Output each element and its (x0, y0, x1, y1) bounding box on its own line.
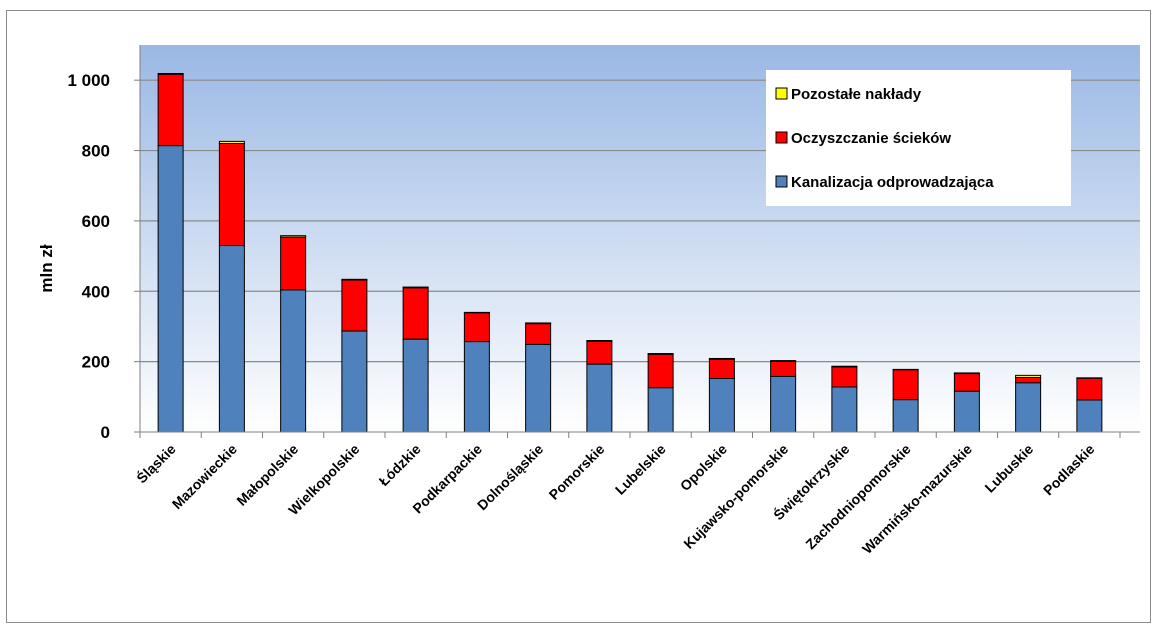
bar-segment (402, 287, 429, 340)
bar-segment (647, 353, 674, 389)
x-tick-label: Małopolskie (233, 441, 301, 509)
bar-segment (525, 343, 552, 433)
bar-segment (586, 340, 613, 365)
bar-segment (770, 375, 797, 433)
bar-segment (218, 140, 245, 145)
bar-segment (157, 72, 184, 75)
x-tick-label: Pomorskie (546, 441, 608, 503)
legend-label: Oczyszczanie ścieków (791, 130, 951, 147)
bar-segment (157, 145, 184, 433)
x-tick-label: Kujawsko-pomorskie (680, 441, 791, 552)
bar-segment (280, 236, 307, 291)
bar-segment (1076, 377, 1103, 401)
bar-segment (1015, 374, 1042, 378)
legend-swatch (775, 131, 788, 144)
bar-segment (647, 353, 674, 355)
bar-segment (708, 358, 735, 380)
bar-segment (525, 322, 552, 325)
bar-segment (463, 312, 490, 343)
bar-segment (463, 341, 490, 433)
bar-segment (280, 235, 307, 238)
bar-segment (341, 279, 368, 332)
x-tick-label: Łódzkie (376, 441, 424, 489)
bar-segment (586, 363, 613, 433)
bar-segment (586, 340, 613, 342)
bar-segment (525, 323, 552, 345)
bar-segment (831, 365, 858, 368)
bar-segment (770, 360, 797, 362)
bar-segment (770, 360, 797, 377)
y-tick-label: 200 (82, 353, 110, 372)
legend-swatch (775, 175, 788, 188)
x-tick-labels: ŚląskieMazowieckieMałopolskieWielkopolsk… (133, 440, 1098, 557)
bar-segment (1015, 382, 1042, 433)
bar-segment (157, 73, 184, 147)
axes (134, 45, 1140, 438)
bar-segment (1015, 376, 1042, 384)
y-tick-labels: 0 200 400 600 800 1 000 (67, 71, 110, 442)
x-tick-label: Śląskie (133, 440, 179, 486)
bar-segment (831, 386, 858, 433)
bar-segment (402, 338, 429, 433)
legend: Pozostałe nakłady Oczyszczanie ścieków Kan… (766, 70, 1071, 206)
x-tick-label: Warmińsko-mazurskie (859, 441, 975, 557)
bar-segment (708, 357, 735, 360)
bars (157, 72, 1103, 433)
bar-segment (341, 330, 368, 433)
bar-segment (892, 399, 919, 433)
bar-segment (953, 372, 980, 375)
bar-segment (402, 286, 429, 289)
x-tick-label: Podlaskie (1040, 441, 1098, 499)
y-tick-label: 1 000 (67, 71, 110, 90)
y-axis-label: mln zł (37, 244, 56, 292)
bar-segment (218, 143, 245, 247)
x-tick-label: Opolskie (677, 441, 730, 494)
bar-segment (218, 245, 245, 433)
bar-segment (708, 378, 735, 433)
y-tick-label: 0 (101, 423, 110, 442)
x-tick-label: Dolnośląskie (474, 441, 547, 514)
bar-segment (953, 373, 980, 392)
y-tick-label: 600 (82, 212, 110, 231)
bar-segment (831, 366, 858, 388)
bar-segment (892, 369, 919, 401)
y-tick-label: 400 (82, 282, 110, 301)
bar-segment (341, 278, 368, 281)
x-tick-label: Mazowieckie (169, 441, 240, 512)
legend-box (766, 70, 1071, 206)
x-tick-label: Lubelskie (612, 441, 669, 498)
bar-segment (647, 387, 674, 433)
bar-segment (280, 289, 307, 433)
bar-segment (953, 390, 980, 433)
legend-label: Kanalizacja odprowadzająca (791, 174, 994, 191)
x-tick-label: Lubuskie (981, 441, 1036, 496)
legend-swatch (775, 87, 788, 100)
x-tick-label: Zachodniopomorskie (802, 441, 914, 553)
bar-segment (1076, 399, 1103, 433)
y-tick-label: 800 (82, 142, 110, 161)
legend-label: Pozostałe nakłady (791, 86, 922, 103)
